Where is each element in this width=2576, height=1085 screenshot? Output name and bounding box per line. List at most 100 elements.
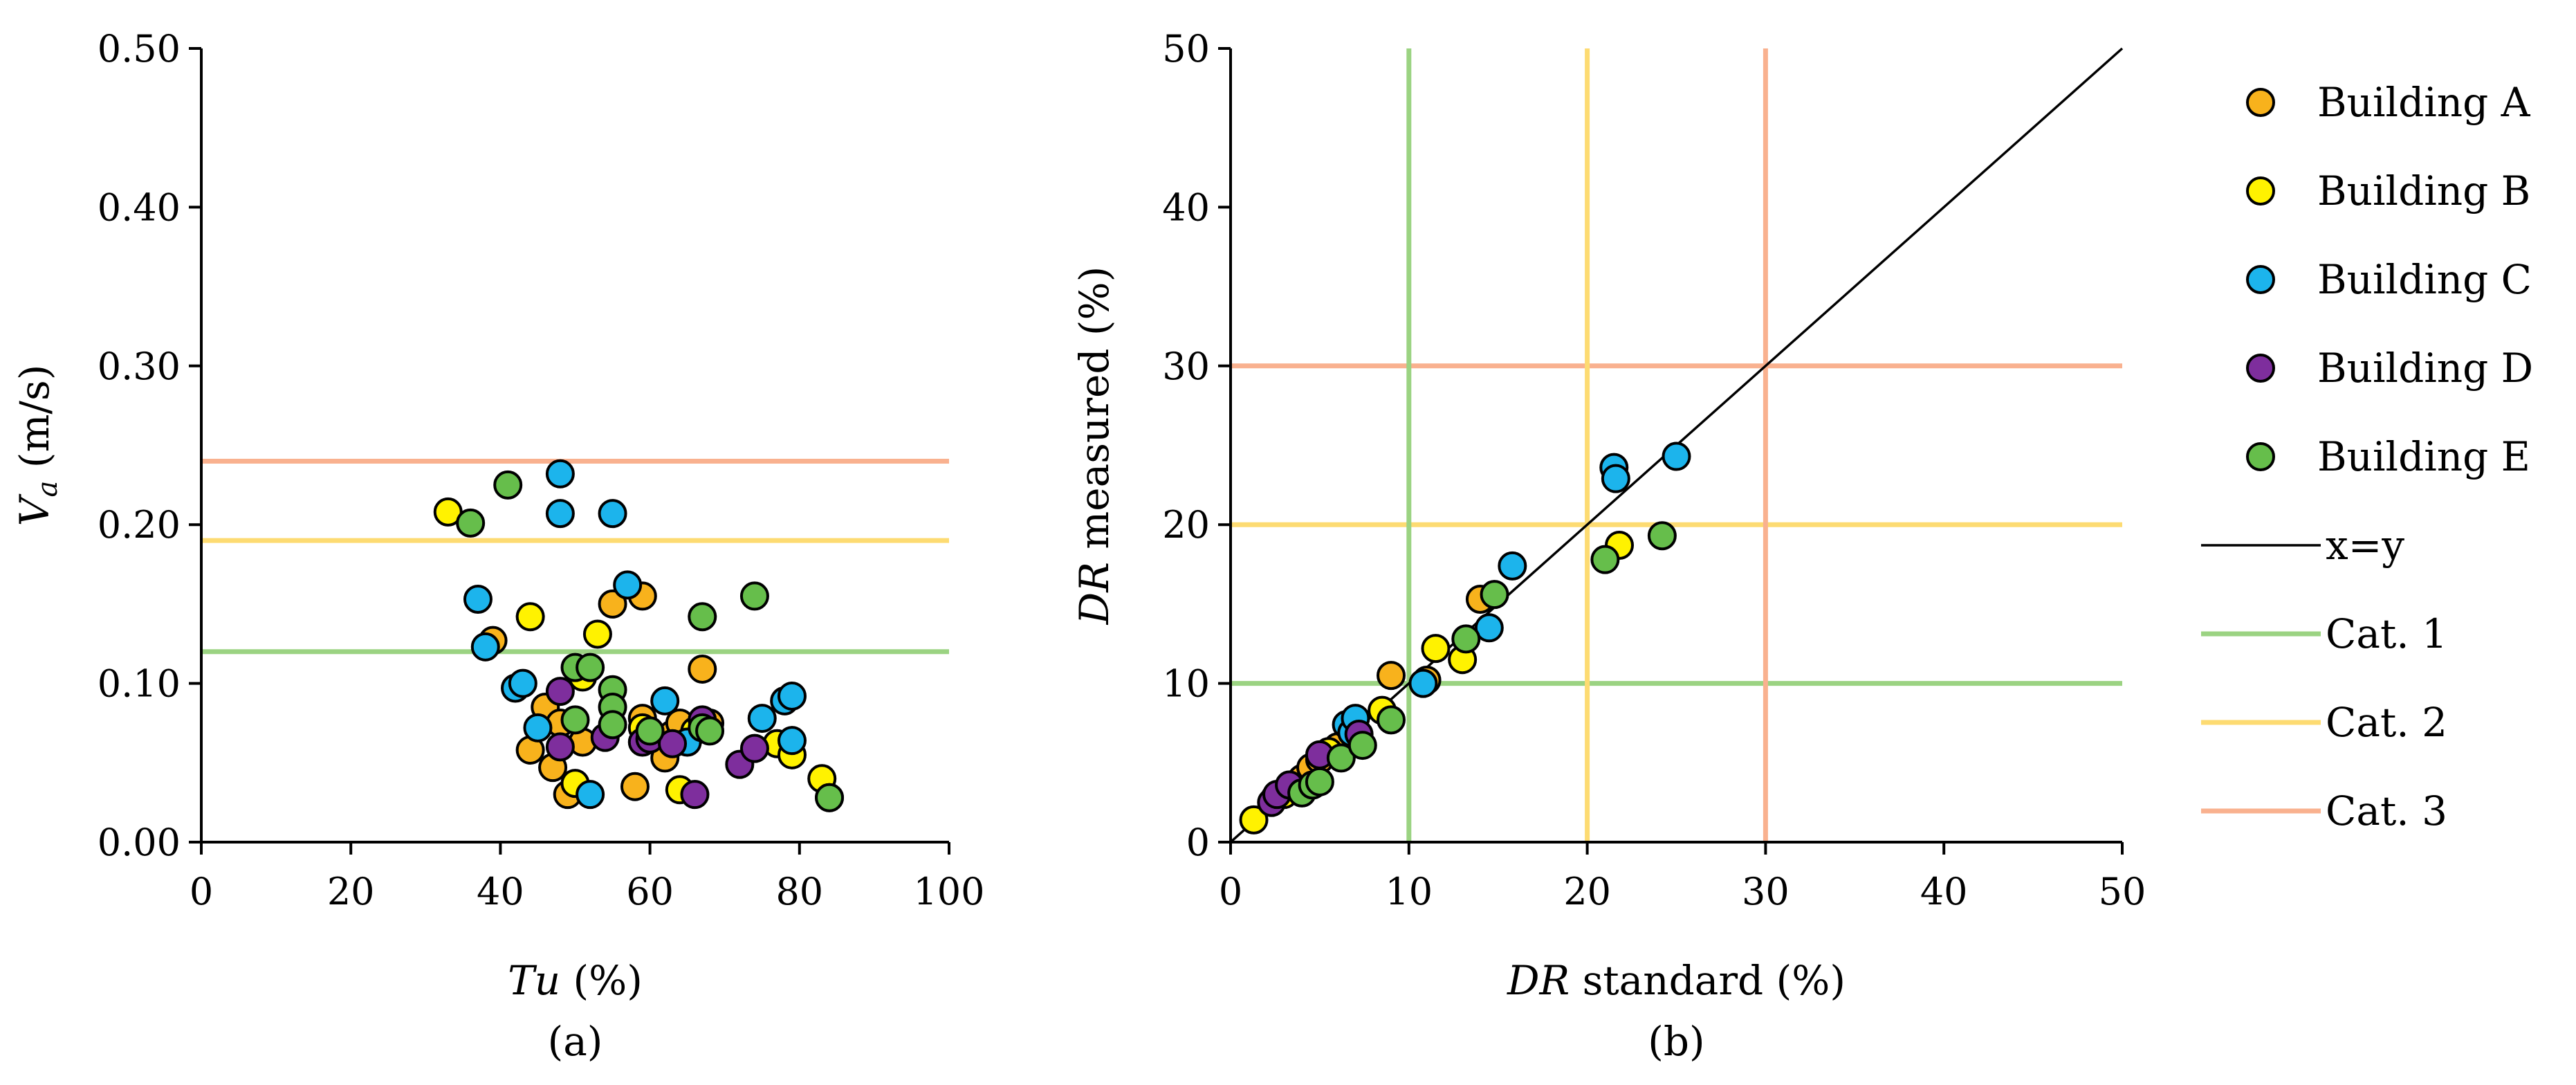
y-axis-title: Va (m/s) [11,365,64,527]
data-point-building-c [576,780,605,810]
y-axis-title-italic: V [11,493,58,526]
data-point-building-c [545,459,575,489]
x-tick-label: 60 [626,870,674,913]
data-point-building-e [1377,705,1406,735]
y-tick-label: 0.40 [98,185,181,229]
y-tick-label: 0.00 [98,821,181,864]
x-tick-label: 20 [327,870,375,913]
x-tick-label: 80 [775,870,823,913]
x-tick-label: 0 [1219,870,1242,913]
data-point-building-b [515,602,545,632]
data-point-building-c [1601,464,1630,493]
y-axis-title-rest: measured (%) [1071,266,1118,562]
data-point-building-e [1305,767,1334,796]
data-point-building-c [747,704,777,733]
x-tick-label: 40 [1920,870,1968,913]
data-point-building-a [620,772,650,801]
legend-label-cat3: Cat. 3 [2326,787,2447,835]
legend-marker-building-e [2246,442,2275,471]
y-tick-label: 0.20 [98,503,181,547]
x-tick-label: 20 [1563,870,1611,913]
panel-label: (b) [1648,1018,1704,1065]
data-point-building-e [1451,624,1481,654]
data-point-building-a [1377,661,1406,691]
y-axis-title: DR measured (%) [1071,266,1118,626]
data-point-building-c [523,713,553,742]
legend-label-building-d: Building D [2317,345,2533,392]
data-point-building-c [1662,441,1691,471]
y-tick-label: 20 [1162,503,1210,547]
x-tick-label: 10 [1385,870,1433,913]
data-point-building-a [598,589,627,619]
data-point-building-b [1239,805,1269,835]
x-axis-title-rest: (%) [560,957,643,1004]
legend-label-cat2: Cat. 2 [2326,699,2447,746]
data-point-building-c [1474,613,1504,643]
data-point-building-c [598,499,627,529]
legend-marker-building-d [2246,354,2275,383]
x-tick-label: 0 [190,870,213,913]
data-point-building-d [545,677,575,706]
y-tick-label: 30 [1162,345,1210,388]
data-point-building-e [560,705,590,735]
y-axis-title-subscript: a [32,481,64,498]
data-point-building-e [598,710,627,740]
legend-label-building-c: Building C [2317,256,2532,303]
data-point-building-e [815,783,845,812]
y-tick-label: 0.10 [98,662,181,706]
x-tick-label: 30 [1742,870,1790,913]
data-point-building-c [650,686,680,715]
panel-label: (a) [548,1018,603,1065]
data-point-building-e [456,508,486,538]
data-point-building-e [1347,731,1377,760]
legend-label-building-e: Building E [2317,433,2530,480]
y-tick-label: 50 [1162,27,1210,71]
legend-label-xy: x=y [2326,522,2404,569]
data-point-building-b [582,619,612,649]
data-point-building-d [680,780,710,810]
legend: Building A Building B Building C Building D… [2201,79,2533,835]
data-point-building-e [1326,743,1356,773]
data-point-building-e [1480,580,1509,610]
x-axis-title-rest: standard (%) [1570,957,1846,1004]
x-tick-label: 50 [2099,870,2146,913]
data-point-building-c [1408,668,1438,698]
data-point-building-b [1421,634,1451,664]
data-point-building-d [545,732,575,762]
data-point-building-c [777,726,807,756]
y-tick-label: 0 [1186,821,1210,864]
data-point-building-e [1590,545,1620,574]
data-point-building-e [576,653,605,682]
y-axis-title-rest: (m/s) [11,365,58,481]
x-axis-title: Tu (%) [508,957,643,1004]
data-point-building-a [688,654,717,684]
data-point-building-d [658,729,688,758]
y-tick-label: 0.30 [98,345,181,388]
x-tick-label: 40 [477,870,524,913]
data-point-building-c [1498,551,1527,581]
data-point-building-c [508,668,537,698]
legend-label-building-a: Building A [2317,79,2531,126]
legend-label-building-b: Building B [2317,167,2530,215]
data-point-building-e [695,716,725,746]
x-axis-title-italic: DR [1507,957,1570,1004]
legend-marker-building-c [2246,265,2275,294]
x-axis-title-italic: Tu [508,957,560,1004]
data-point-building-e [493,470,523,500]
y-tick-label: 40 [1162,185,1210,229]
data-point-building-c [777,681,807,711]
data-point-building-c [463,585,493,614]
data-point-building-c [545,499,575,529]
data-point-building-e [688,602,717,632]
x-tick-label: 100 [913,870,984,913]
y-axis-title-italic: DR [1071,562,1118,625]
legend-label-cat1: Cat. 1 [2326,610,2447,657]
data-point-building-e [635,716,665,746]
data-point-building-e [1647,521,1677,551]
data-point-building-c [470,632,500,662]
panel-a-plot: 0 20 40 60 80 100 0.00 0.10 0.20 0.30 0.40 0.50 Tu (… [11,27,985,1065]
data-point-building-d [739,733,769,763]
x-axis-title: DR standard (%) [1507,957,1846,1004]
